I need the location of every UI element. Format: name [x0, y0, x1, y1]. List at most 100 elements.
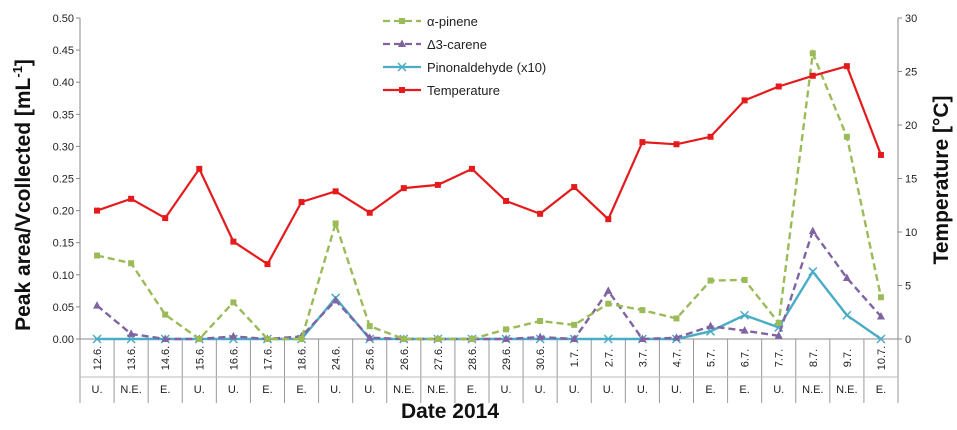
legend-item: Temperature [383, 83, 500, 98]
x-group-label: E. [160, 384, 170, 396]
x-group-label: U. [330, 384, 341, 396]
data-point [264, 336, 271, 342]
x-group-label: N.E. [802, 384, 823, 396]
data-point [503, 197, 510, 204]
data-point [503, 326, 510, 333]
data-point [468, 336, 475, 342]
data-point [809, 72, 816, 79]
data-point [604, 286, 613, 294]
y-tick-label: 0.15 [53, 238, 74, 250]
y-tick-label: 0.10 [53, 270, 74, 282]
series-lines [92, 48, 886, 344]
data-point [92, 334, 102, 344]
y2-tick-label: 30 [905, 13, 917, 25]
data-point [94, 207, 101, 214]
x-tick-label: 4.7. [671, 349, 683, 367]
x-tick-label: 30.6. [535, 346, 547, 370]
x-tick-label: 2.7. [603, 349, 615, 367]
x-group-label: E. [467, 384, 477, 396]
data-point [775, 83, 782, 90]
data-point [775, 319, 782, 326]
y2-tick-label: 25 [905, 67, 917, 79]
data-point [468, 165, 475, 172]
data-point [707, 133, 714, 140]
data-point [264, 261, 271, 268]
data-point [603, 334, 613, 344]
x-tick-label: 16.6. [228, 346, 240, 370]
data-point [537, 210, 544, 217]
y-axis-title: Peak area/Vcollected [mL-1] [10, 59, 35, 331]
x-group-label: N.E. [836, 384, 857, 396]
data-point [331, 295, 340, 304]
x-group-label: U. [773, 384, 784, 396]
x-tick-label: 24.6. [331, 346, 343, 370]
x-tick-label: 12.6. [92, 346, 104, 370]
x-group-label: U. [603, 384, 614, 396]
data-point [877, 294, 884, 301]
data-point [673, 315, 680, 322]
data-point [94, 252, 101, 259]
legend-label: Pinonaldehyde (x10) [427, 60, 546, 75]
y-tick-label: 0.30 [53, 141, 74, 153]
data-point [877, 151, 884, 158]
data-point [876, 312, 885, 320]
data-point [229, 331, 238, 340]
x-tick-label: 28.6. [467, 346, 479, 370]
data-point [400, 185, 407, 192]
y2-tick-label: 20 [905, 120, 917, 132]
x-tick-label: 8.7. [808, 349, 820, 367]
x-group-label: U. [671, 384, 682, 396]
legend-item: Δ3-carene [383, 37, 487, 52]
y-tick-label: 0.50 [53, 13, 74, 25]
x-tick-label: 5.7. [706, 349, 718, 367]
data-point [605, 300, 612, 307]
x-tick-label: 14.6. [160, 346, 172, 370]
data-point [571, 321, 578, 328]
legend-item: α-pinene [383, 14, 478, 29]
y-tick-label: 0.40 [53, 77, 74, 89]
x-tick-label: 18.6. [297, 346, 309, 370]
data-point [434, 336, 441, 342]
data-point [673, 141, 680, 148]
data-point [397, 62, 407, 72]
legend-label: α-pinene [427, 14, 478, 29]
x-group-label: U. [569, 384, 580, 396]
x-group-label: E. [296, 384, 306, 396]
legend-label: Temperature [427, 83, 500, 98]
x-tick-label: 6.7. [740, 349, 752, 367]
y-tick-label: 0.25 [53, 174, 74, 186]
x-group-label: U. [535, 384, 546, 396]
series-0 [94, 48, 884, 342]
legend-label: Δ3-carene [427, 37, 487, 52]
data-point [537, 318, 544, 325]
data-point [400, 336, 407, 342]
data-point [843, 63, 850, 70]
legend-item: Pinonaldehyde (x10) [383, 60, 546, 75]
data-point [332, 220, 339, 227]
data-point [399, 18, 405, 24]
y2-tick-label: 15 [905, 174, 917, 186]
x-group-label: N.E. [120, 384, 141, 396]
x-group-label: U. [92, 384, 103, 396]
data-point [230, 299, 237, 306]
data-point [843, 133, 850, 140]
data-point [809, 50, 816, 57]
x-tick-label: 17.6. [262, 346, 274, 370]
data-point [398, 39, 406, 47]
y2-tick-label: 10 [905, 227, 917, 239]
data-point [808, 267, 818, 277]
data-point [672, 333, 681, 341]
data-point [196, 165, 203, 172]
series-line [96, 228, 882, 341]
data-point [399, 87, 405, 93]
data-point [706, 321, 715, 330]
x-group-label: N.E. [427, 384, 448, 396]
x-tick-label: 15.6. [194, 346, 206, 370]
data-point [741, 97, 748, 104]
data-point [707, 277, 714, 284]
data-point [639, 307, 646, 314]
data-point [571, 184, 578, 191]
x-tick-label: 1.7. [569, 349, 581, 367]
y-axis-title-main: Peak area/Vcollected [mL [12, 77, 35, 330]
